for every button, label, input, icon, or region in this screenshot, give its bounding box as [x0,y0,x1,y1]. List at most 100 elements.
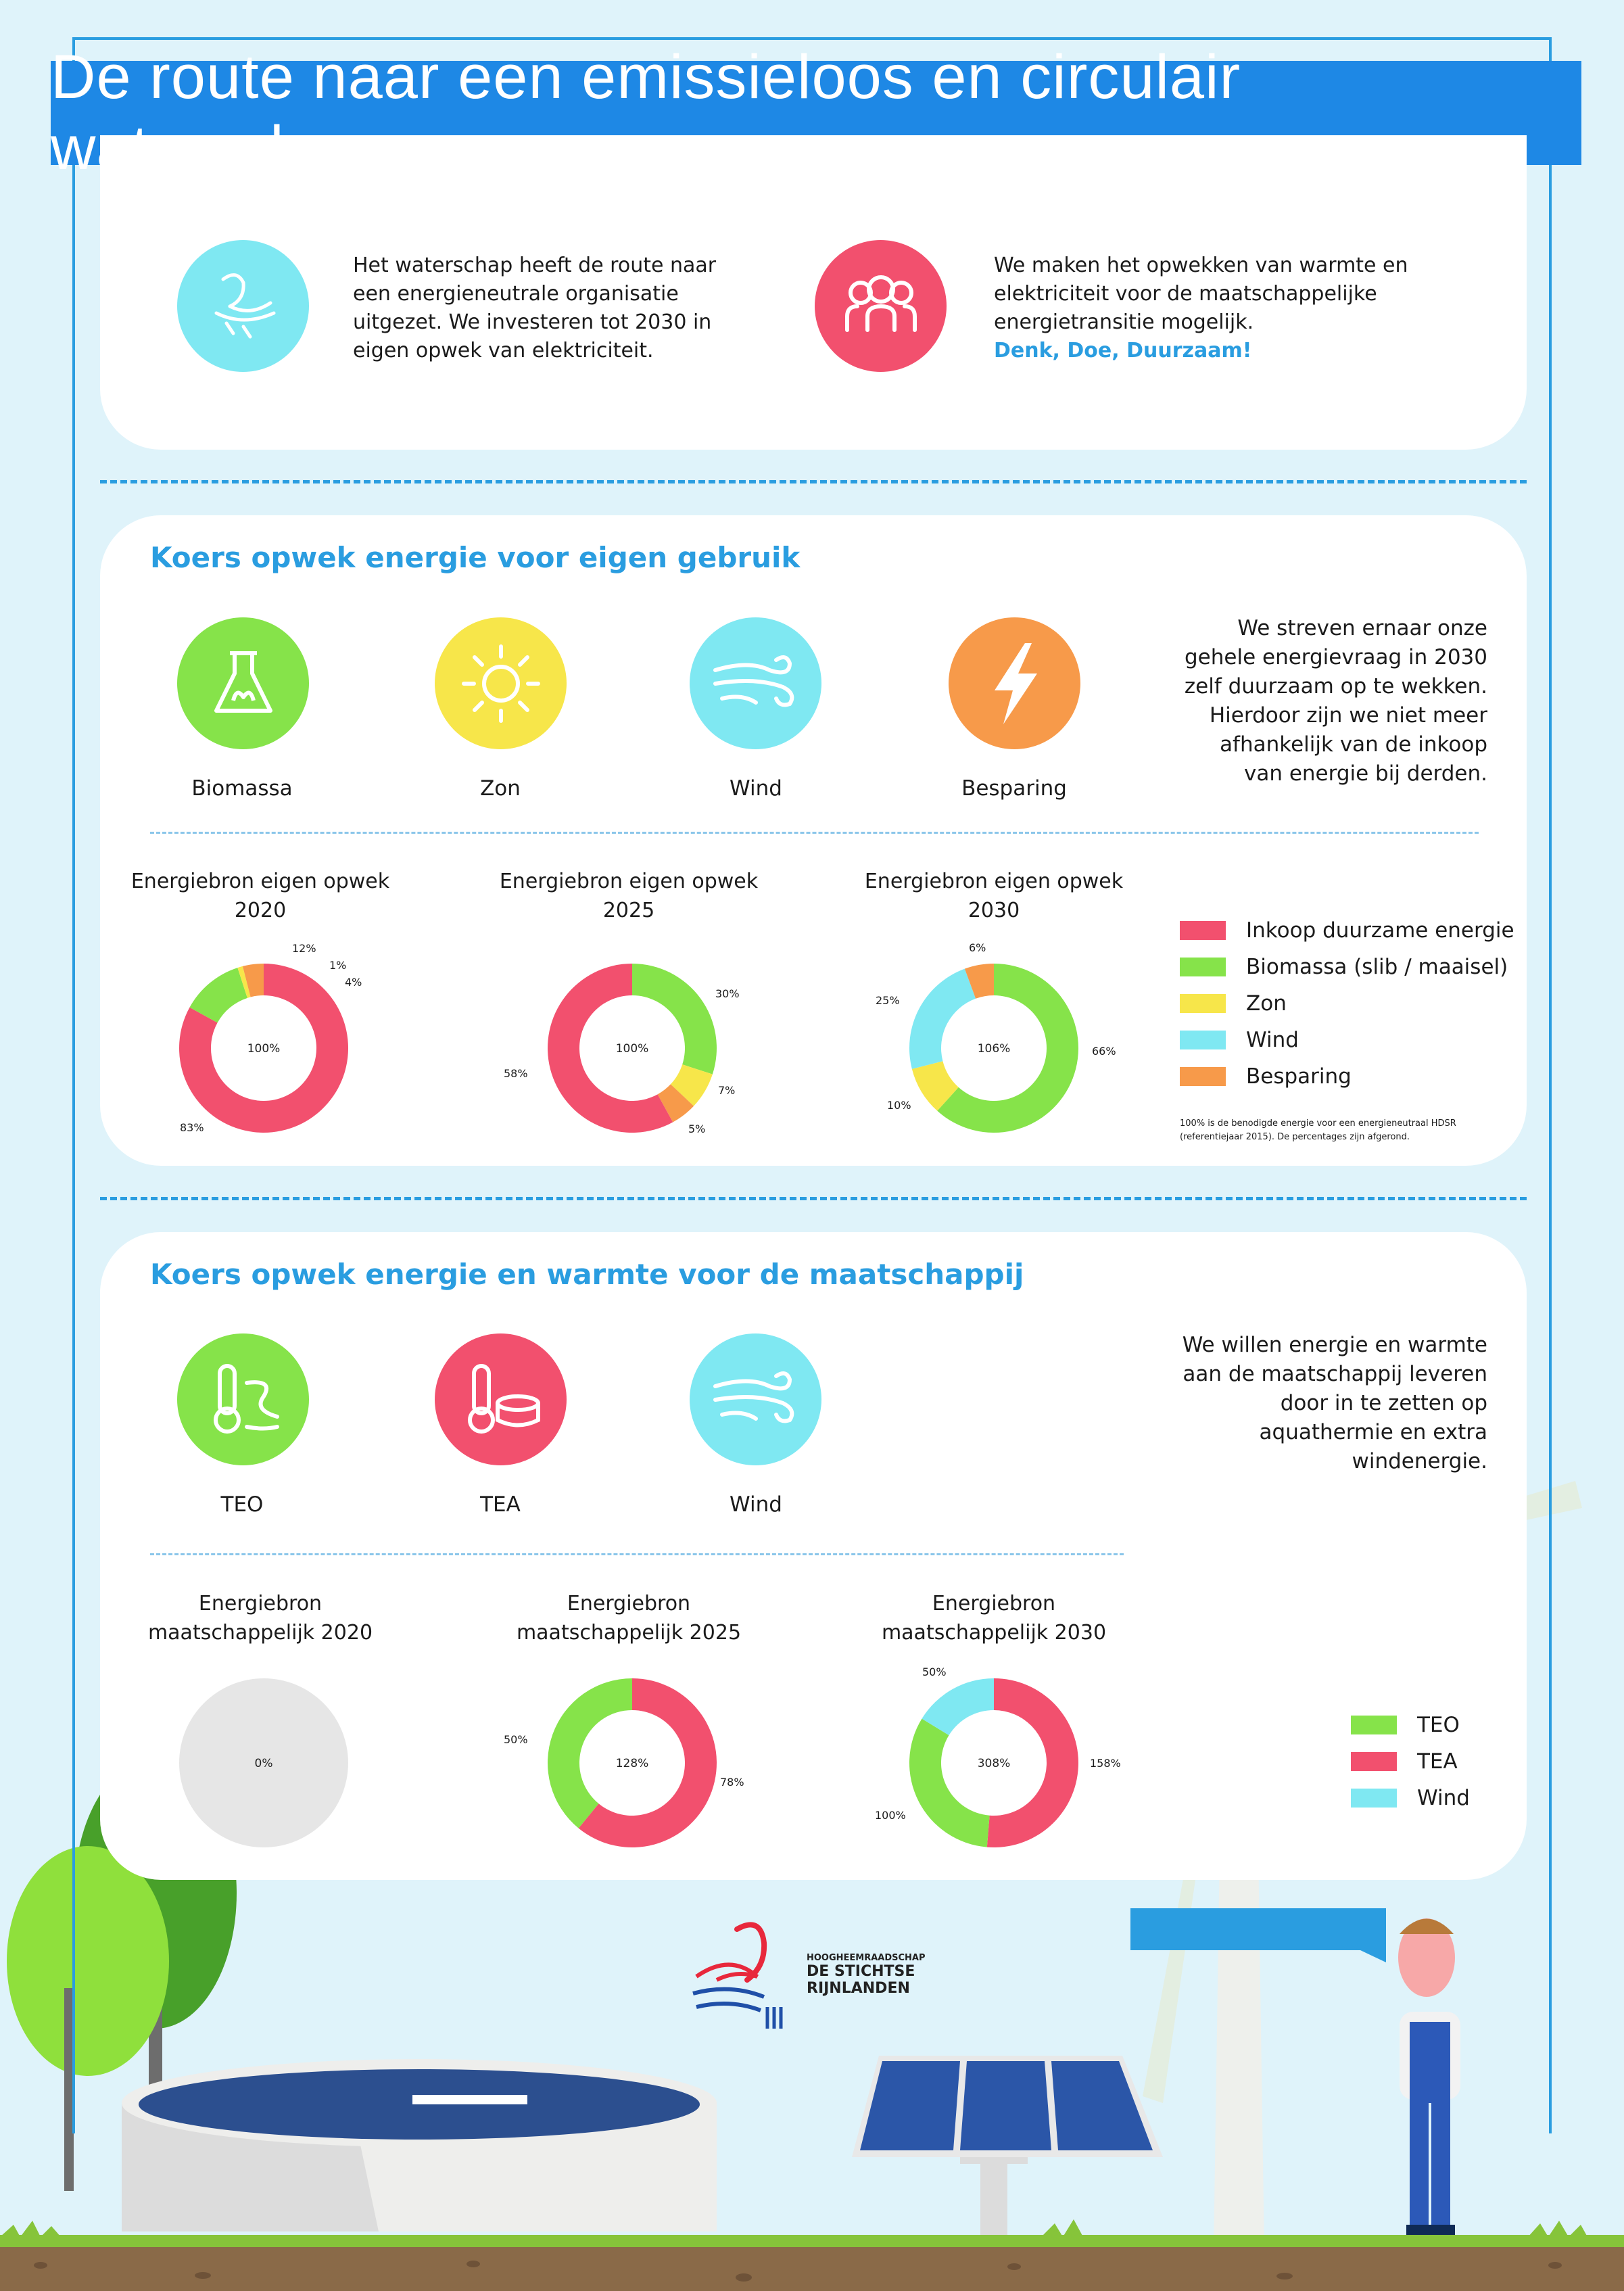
legend-wind: Wind [1180,1028,1299,1052]
page-frame [72,37,1552,2133]
empty-chart-disc [179,1678,348,1847]
donut-slice-wind [909,968,976,1069]
donut-slice-teo [548,1678,632,1828]
icon-label-wind: Wind [730,776,782,801]
swatch-biomassa [1180,958,1226,976]
legend-label: Besparing [1246,1064,1352,1089]
legend-wind-2: Wind [1351,1786,1470,1810]
donut-chart-maatsch-2025: 128% [548,1678,717,1847]
donut-center-label: 128% [616,1757,649,1770]
legend-label: Inkoop duurzame energie [1246,918,1514,943]
label-2025-besparing: 5% [688,1123,706,1135]
swatch-teo [1351,1716,1397,1734]
flask-icon [177,617,309,749]
divider-1 [100,480,1527,483]
thermometer-river-icon [177,1333,309,1465]
donut-center-label: 106% [978,1042,1011,1056]
icon-label-zon: Zon [480,776,521,801]
section1-footnote: 100% is de benodigde energie voor een en… [1180,1118,1456,1142]
label-2025-inkoop: 58% [504,1067,528,1080]
donut-chart-eigen-2025: 100% [548,964,717,1133]
donut-chart-eigen-2020: 100% [179,964,348,1133]
people-icon [815,240,947,372]
swatch-inkoop [1180,921,1226,940]
legend-label: Wind [1417,1786,1470,1810]
section1-inner-divider [150,832,1479,834]
lightning-icon [949,617,1080,749]
thermometer-basin-icon [435,1333,567,1465]
label-maatsch-2025-teo: 50% [504,1733,528,1746]
logo-line-1: HOOGHEEMRAADSCHAP [807,1953,926,1963]
legend-zon: Zon [1180,991,1287,1016]
legend-label: Wind [1246,1028,1299,1052]
label-2020-zon: 1% [329,959,347,972]
label-2020-biomassa: 12% [292,942,316,955]
label-2030-wind: 25% [876,994,900,1007]
donut-slice-inkoop [179,964,348,1133]
label-maatsch-2030-tea: 158% [1090,1757,1121,1770]
label-maatsch-2025-tea: 78% [720,1776,744,1789]
donut-slice-zon [670,1064,713,1106]
label-2020-besparing: 4% [345,976,362,989]
donut-slice-biomassa [937,964,1078,1133]
intro-slogan: Denk, Doe, Duurzaam! [994,339,1252,362]
section2-heading: Koers opwek energie en warmte voor de ma… [150,1258,1024,1291]
icon-label-wind-2: Wind [730,1492,782,1517]
speech-bubble [1130,1908,1386,1962]
section1-description: We streven ernaar onze gehele energievra… [1184,616,1487,786]
icon-label-teo: TEO [220,1492,264,1517]
donut-slice-biomassa [632,964,717,1074]
donut-slice-tea [578,1678,717,1847]
donut-center-label: 100% [247,1042,281,1056]
legend-teo: TEO [1351,1713,1460,1737]
icon-label-besparing: Besparing [961,776,1067,801]
section2-description: We willen energie en warmte aan de maats… [1182,1333,1487,1473]
intro-panel [100,135,1527,450]
swatch-wind [1180,1031,1226,1049]
label-maatsch-2030-wind: 50% [922,1666,947,1678]
sun-icon [435,617,567,749]
swatch-besparing [1180,1067,1226,1086]
icon-label-biomassa: Biomassa [191,776,293,801]
donut-slice-tea [986,1678,1078,1847]
donut-center-label: 308% [978,1757,1011,1770]
label-2020-inkoop: 83% [180,1121,204,1134]
donut-slice-zon [911,1061,959,1111]
logo-line-3: RIJNLANDEN [807,1980,910,1997]
legend-besparing: Besparing [1180,1064,1352,1089]
donut-slice-besparing [242,964,264,997]
wind-icon [690,1333,821,1465]
donut-slice-biomassa [189,968,247,1023]
donut-center-label: 0% [255,1757,273,1770]
donut-slice-inkoop [548,964,673,1133]
donut-slice-besparing [964,964,994,999]
legend-inkoop: Inkoop duurzame energie [1180,918,1514,943]
donut-center-label: 100% [616,1042,649,1056]
chart-title-2030: Energiebron eigen opwek 2030 [864,870,1124,922]
swatch-wind [1351,1789,1397,1808]
wind-icon [690,617,821,749]
label-2030-zon: 10% [887,1099,911,1112]
donut-slice-wind [922,1678,994,1736]
legend-biomassa: Biomassa (slib / maaisel) [1180,955,1508,979]
chart-title-maatsch-2030: Energiebron maatschappelijk 2030 [881,1592,1107,1645]
donut-chart-maatsch-2030: 308% [909,1678,1078,1847]
swatch-tea [1351,1752,1397,1771]
legend-tea: TEA [1351,1749,1458,1774]
label-2025-zon: 7% [718,1084,736,1097]
chart-title-maatsch-2020: Energiebron maatschappelijk 2020 [147,1592,373,1645]
legend-label: TEO [1417,1713,1460,1737]
legend-label: Biomassa (slib / maaisel) [1246,955,1508,979]
logo-line-2: DE STICHTSE [807,1963,915,1980]
label-2030-besparing: 6% [969,941,986,954]
icon-label-tea: TEA [480,1492,521,1517]
swan-icon [177,240,309,372]
section1-heading: Koers opwek energie voor eigen gebruik [150,541,801,574]
chart-title-2025: Energiebron eigen opwek 2025 [499,870,759,922]
donut-slice-zon [237,966,251,998]
chart-title-maatsch-2025: Energiebron maatschappelijk 2025 [516,1592,742,1645]
section2-inner-divider [150,1553,1124,1555]
donut-chart-eigen-2030: 106% [909,964,1078,1133]
divider-2 [100,1197,1527,1200]
legend-label: Zon [1246,991,1287,1016]
